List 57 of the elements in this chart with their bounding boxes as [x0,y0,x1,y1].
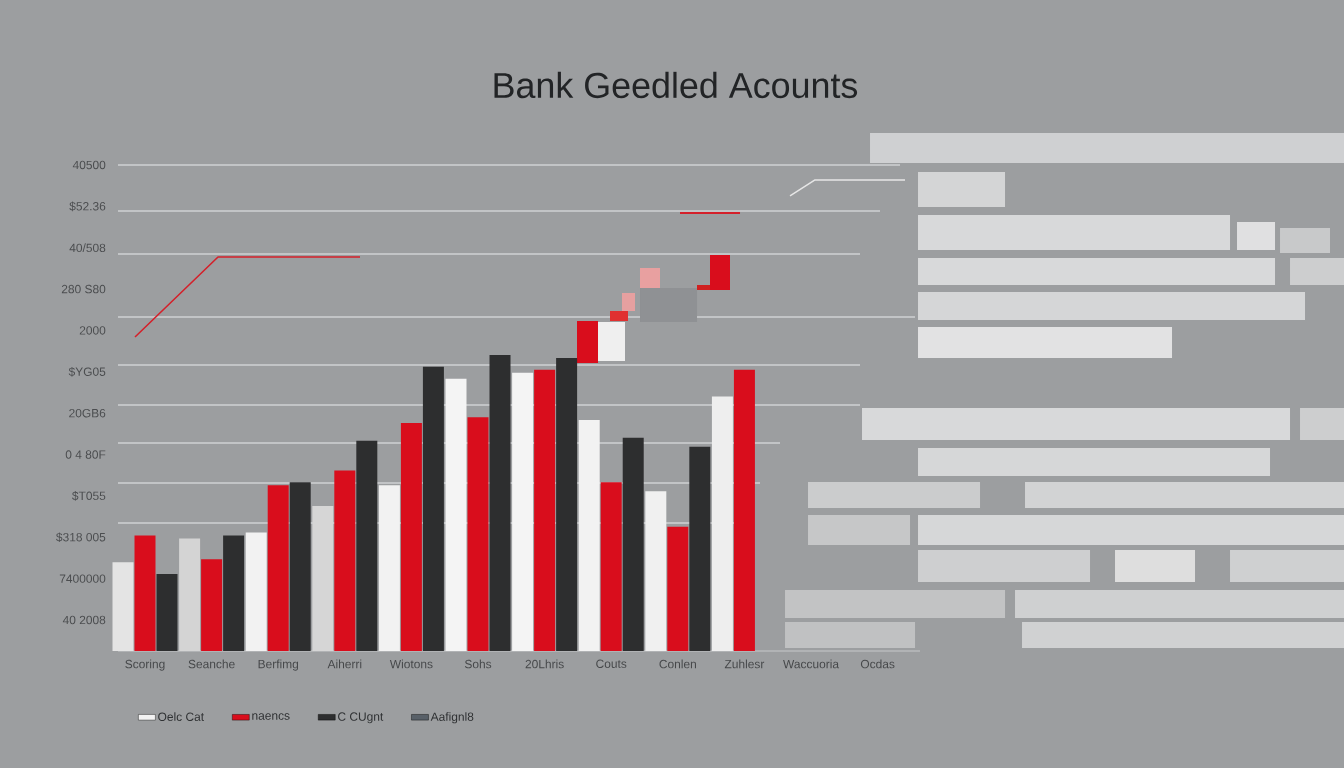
x-tick-label: Zuhlesr [724,659,765,669]
bar [645,491,667,651]
bar [289,482,311,651]
legend-label: Oelc Cat [158,712,204,721]
text: 280 S80 [61,284,106,294]
bar [512,372,534,651]
legend-label: C CUgnt [338,712,384,724]
text: $52.36 [69,201,106,212]
bar [622,437,644,651]
bar [378,485,400,651]
bar [534,369,556,651]
x-tick-label: Seanche [188,659,235,669]
x-tick-label: Sohs [464,659,492,669]
bar [467,417,489,651]
bar [356,440,378,651]
bar [334,470,356,651]
legend-label: naencs [252,713,290,720]
text: 40500 [72,160,106,170]
bar [556,357,578,651]
text: 2000 [79,326,106,335]
x-tick-label: Conlen [659,659,696,669]
chart-title: Bank Geedled Acounts [494,71,858,99]
bar [223,535,245,651]
bar [489,354,511,651]
x-tick-label: Couts [596,659,627,668]
text: $318 005 [56,532,106,543]
x-tick-label: Waccuoria [783,659,840,669]
legend-label: Aafignl8 [430,712,474,724]
text: 40/508 [69,243,106,253]
bar [267,485,289,651]
x-tick-label: Aiherri [327,659,362,669]
bar [112,562,134,651]
bar [201,559,223,651]
bar [733,369,755,651]
text: $T055 [72,491,106,501]
bar [400,423,422,651]
x-tick-label: 20Lhris [525,659,564,669]
text: 20GB6 [69,408,106,418]
x-tick-label: Wiotons [389,659,433,669]
x-tick-label: Berfimg [258,659,299,671]
bar [156,574,178,651]
text: 40 2008 [62,615,106,625]
bar [578,420,600,651]
text: 0 4 80F [65,450,106,459]
bar [667,526,689,651]
bar [689,446,711,651]
text: $YG05 [68,366,106,377]
bar [245,532,267,651]
bar [422,366,444,651]
x-tick-label: Scoring [125,659,165,671]
bar [600,482,622,651]
bar [134,535,156,651]
text: 7400000 [59,574,106,583]
x-tick-label: Ocdas [860,659,895,669]
bar [445,378,467,651]
bar [179,538,201,651]
bar [711,396,733,651]
